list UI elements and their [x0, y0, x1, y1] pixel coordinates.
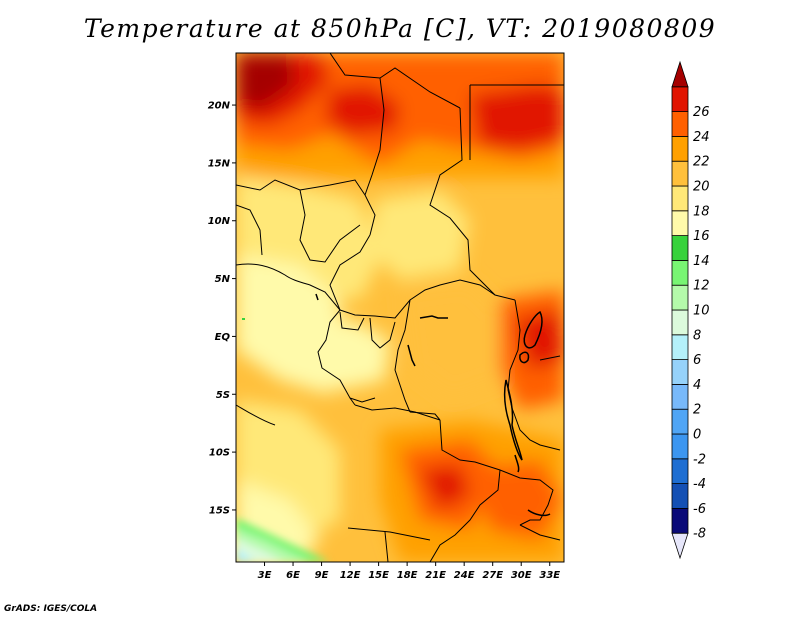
colorbar-swatch — [671, 86, 689, 113]
x-tick-label: 3E — [258, 570, 272, 581]
colorbar-swatch — [671, 210, 689, 237]
colorbar-top-triangle — [671, 60, 689, 88]
longitude-axis: 3E 6E 9E 12E 15E 18E 21E 24E 27E 30E 33E — [258, 570, 561, 581]
colorbar-swatch — [671, 458, 689, 484]
colorbar-label: 2 — [693, 403, 701, 418]
y-tick-label: 15N — [208, 158, 231, 169]
colorbar-label: 24 — [693, 130, 710, 145]
colorbar-swatch — [671, 284, 689, 311]
x-tick-label: 33E — [539, 570, 560, 581]
y-tick-label: 5S — [216, 390, 230, 401]
colorbar-label: -4 — [693, 477, 706, 492]
y-tick-label: 15S — [209, 505, 230, 516]
colorbar-swatch — [671, 507, 689, 534]
green-speck — [242, 318, 245, 320]
colorbar-label: -8 — [693, 527, 706, 542]
x-tick-label: 18E — [397, 570, 418, 581]
x-tick-label: 27E — [482, 570, 503, 581]
colorbar-label: 6 — [693, 353, 701, 368]
colorbar-label: 20 — [693, 180, 710, 195]
x-tick-label: 30E — [511, 570, 532, 581]
y-tick-label: 10S — [209, 448, 230, 459]
colorbar-label: 14 — [693, 254, 710, 269]
temperature-field — [236, 53, 564, 562]
y-tick-label: EQ — [215, 332, 231, 343]
x-tick-label: 24E — [454, 570, 475, 581]
grads-credit: GrADS: IGES/COLA — [4, 604, 98, 614]
map-frame — [235, 52, 565, 563]
y-tick-label: 20N — [208, 101, 231, 112]
x-tick-label: 12E — [340, 570, 361, 581]
frame-ticks — [232, 104, 551, 566]
colorbar-swatch — [671, 135, 689, 162]
colorbar-label: -6 — [693, 502, 706, 517]
x-tick-label: 15E — [368, 570, 389, 581]
colorbar-swatch — [671, 111, 689, 137]
y-tick-label: 10N — [208, 216, 231, 227]
y-tick-label: 5N — [215, 274, 231, 285]
colorbar-label: 0 — [693, 428, 701, 443]
x-tick-label: 21E — [425, 570, 446, 581]
colorbar-swatch — [671, 483, 689, 509]
x-tick-label: 9E — [315, 570, 329, 581]
colorbar-label: 4 — [693, 378, 701, 393]
latitude-axis: 20N 15N 10N 5N EQ 5S 10S 15S — [208, 101, 231, 517]
colorbar-label: -2 — [693, 452, 706, 467]
colorbar-swatch — [671, 359, 689, 385]
colorbar-label: 16 — [693, 229, 710, 244]
colorbar-swatch — [671, 383, 689, 410]
colorbar-label: 18 — [693, 204, 710, 219]
colorbar-swatch — [671, 259, 689, 286]
colorbar-swatch — [671, 334, 689, 360]
colorbar-swatch — [671, 160, 689, 187]
map-title: Temperature at 850hPa [C], VT: 201908080… — [83, 14, 717, 43]
colorbar-label: 26 — [693, 105, 710, 120]
colorbar-label: 22 — [693, 155, 710, 170]
colorbar-label: 12 — [693, 279, 710, 294]
colorbar-swatch — [671, 309, 689, 336]
country-boundaries — [236, 53, 564, 562]
colorbar-swatch — [671, 433, 689, 460]
colorbar-swatch — [671, 185, 689, 212]
lakes — [315, 293, 551, 517]
colorbar-swatch — [671, 235, 689, 261]
x-tick-label: 6E — [286, 570, 300, 581]
colorbar-bottom-triangle — [671, 532, 689, 560]
colorbar-label: 8 — [693, 328, 701, 343]
colorbar-label: 10 — [693, 304, 710, 319]
colorbar-swatch — [671, 408, 689, 435]
